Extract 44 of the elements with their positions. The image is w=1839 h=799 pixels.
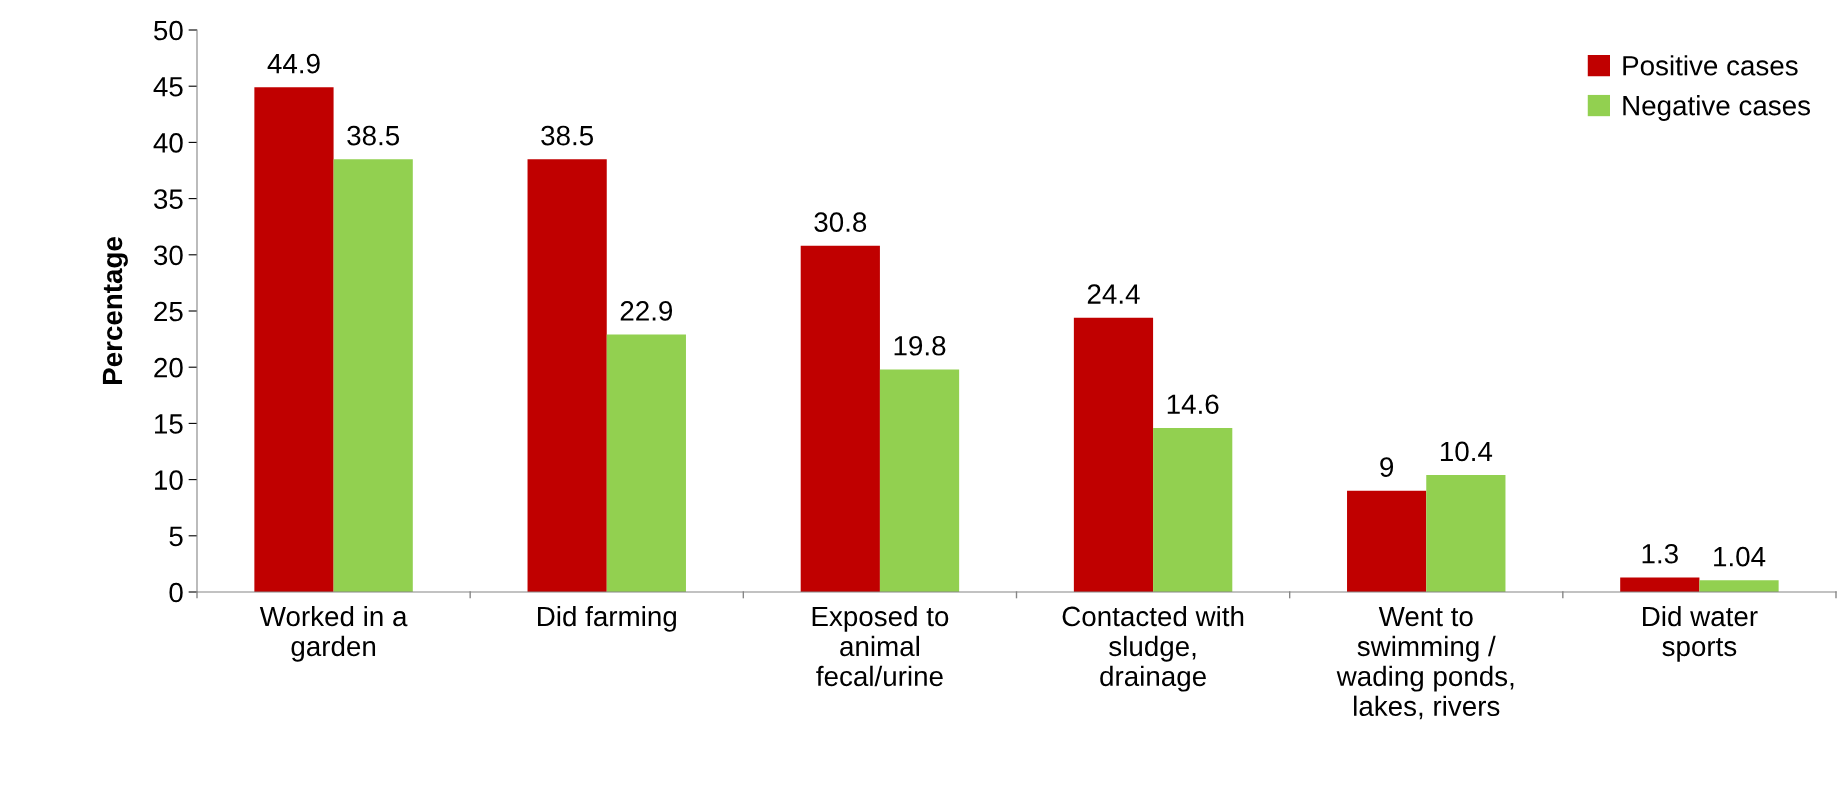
data-label: 38.5 (541, 125, 594, 146)
data-label: 9 (1380, 457, 1394, 478)
y-tick-label: 10 (155, 470, 183, 490)
y-tick-label: 30 (153, 245, 183, 266)
y-tick-label: 25 (154, 301, 183, 322)
y-tick-label: 20 (154, 357, 183, 378)
bar (800, 245, 880, 592)
y-axis-title: Percentage (102, 237, 128, 385)
data-label: 14.6 (1167, 394, 1219, 415)
bar (1620, 577, 1700, 592)
bar (879, 369, 960, 592)
bar (1699, 580, 1779, 592)
data-label: 30.8 (814, 212, 867, 232)
x-tick-label: Went to swimming / wading ponds, lakes, rivers (1336, 606, 1514, 720)
bar (1426, 475, 1506, 592)
y-tick-label: 40 (153, 133, 183, 153)
data-label: 10.4 (1440, 441, 1493, 462)
y-tick-label: 35 (153, 189, 183, 209)
bar (1153, 427, 1233, 592)
x-tick-label: Exposed to animal fecal/urine (812, 605, 949, 687)
bar (254, 87, 334, 592)
bar (1073, 317, 1154, 592)
data-label: 22.9 (620, 301, 673, 321)
bar (527, 159, 607, 592)
data-label: 24.4 (1087, 284, 1140, 304)
bar (606, 334, 686, 592)
y-tick-label: 15 (155, 414, 183, 434)
data-label: 19.8 (894, 335, 946, 356)
bar (333, 159, 413, 592)
x-tick-label: Did water sports (1643, 605, 1758, 662)
data-label: 38.5 (347, 125, 400, 146)
legend-label: Negative cases (1623, 95, 1811, 121)
x-tick-label: Worked in a garden (259, 605, 408, 662)
legend-label: Positive cases (1623, 55, 1798, 76)
y-tick-label: 5 (169, 526, 183, 547)
data-label: 1.04 (1714, 546, 1766, 567)
bar (1347, 490, 1427, 592)
data-label: 1.3 (1642, 543, 1678, 564)
x-tick-label: Did farming (538, 605, 676, 632)
x-tick-label: Contacted with sludge, drainage (1062, 605, 1244, 692)
y-tick-label: 45 (153, 77, 183, 97)
data-label: 44.9 (267, 53, 320, 74)
y-tick-label: 0 (169, 582, 183, 603)
y-tick-label: 50 (154, 20, 183, 41)
